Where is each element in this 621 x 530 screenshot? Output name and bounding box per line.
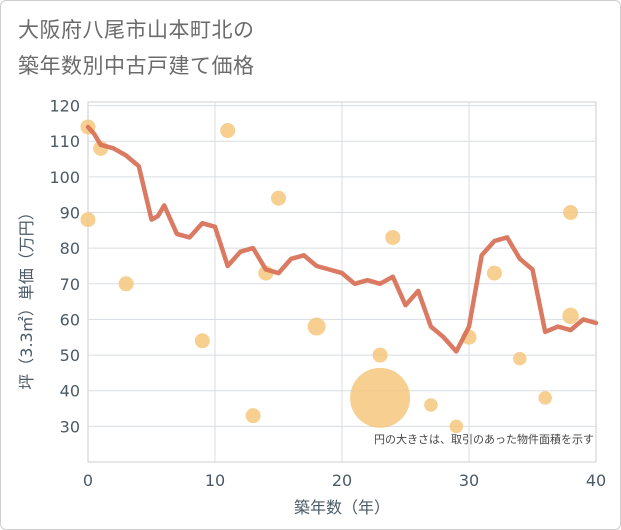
y-tick-label: 30: [60, 417, 80, 436]
title-line-2: 築年数別中古戸建て価格: [18, 54, 255, 78]
trend-line: [85, 124, 599, 354]
bubble-size-note: 円の大きさは、取引のあった物件面積を示す: [374, 432, 594, 446]
chart-title: 大阪府八尾市山本町北の 築年数別中古戸建て価格: [18, 12, 418, 84]
y-tick-label: 40: [60, 382, 80, 401]
x-tick-labels: 0 10 20 30 40: [83, 471, 606, 490]
y-tick-label: 50: [60, 346, 80, 365]
data-bubble: [563, 204, 579, 220]
x-tick-label: 20: [332, 471, 352, 490]
y-tick-label: 90: [60, 203, 80, 222]
data-bubble: [449, 419, 464, 434]
bubble-series: [80, 119, 579, 434]
y-tick-labels: 30 40 50 60 70 80 90 100 110 120: [49, 97, 80, 437]
data-bubble: [245, 408, 261, 424]
x-tick-label: 10: [205, 471, 225, 490]
x-tick-label: 0: [83, 471, 93, 490]
data-bubble: [307, 317, 326, 336]
line-series: [85, 124, 599, 354]
title-line-1: 大阪府八尾市山本町北の: [18, 18, 255, 42]
grid-lines: [88, 102, 596, 462]
y-axis-label: 坪（3.3㎡）単価（万円）: [17, 204, 36, 389]
data-bubble: [424, 398, 438, 412]
data-bubble: [194, 333, 210, 349]
data-bubble: [486, 265, 502, 281]
data-bubble: [562, 307, 579, 325]
y-tick-label: 60: [60, 310, 80, 329]
data-bubble: [80, 212, 96, 228]
data-bubble: [538, 391, 552, 405]
data-bubble: [372, 347, 388, 363]
data-bubble: [220, 123, 236, 139]
y-tick-label: 80: [60, 239, 80, 258]
data-bubble: [513, 351, 527, 366]
x-tick-label: 40: [586, 471, 606, 490]
y-tick-label: 110: [49, 132, 80, 151]
data-bubble: [118, 276, 134, 292]
y-tick-label: 120: [49, 97, 80, 116]
data-bubble: [385, 229, 401, 245]
x-tick-label: 30: [459, 471, 479, 490]
y-tick-label: 100: [49, 168, 80, 187]
data-bubble: [350, 367, 411, 428]
data-bubble: [271, 190, 286, 206]
x-axis-label: 築年数（年）: [294, 498, 390, 517]
y-tick-label: 70: [60, 275, 80, 294]
